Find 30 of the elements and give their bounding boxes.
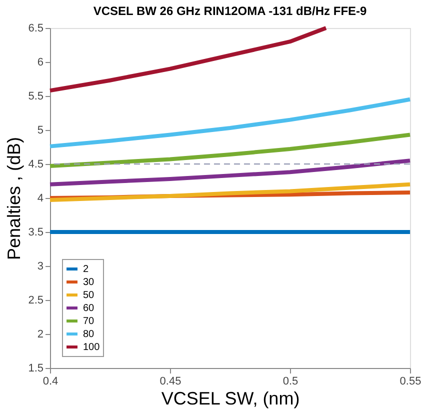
x-tick-label: 0.45 [160,376,182,388]
y-axis-title: Penalties , (dB) [4,136,24,260]
chart-title: VCSEL BW 26 GHz RIN12OMA -131 dB/Hz FFE-9 [93,4,368,18]
y-tick-label: 6.5 [28,22,44,34]
y-tick-label: 3 [37,260,44,272]
x-tick-label: 0.55 [400,376,422,388]
x-tick-label: 0.5 [282,376,298,388]
line-series [48,132,412,168]
y-tick-label: 4.5 [28,158,44,170]
y-tick-label: 3.5 [28,226,44,238]
legend-label: 50 [83,290,95,301]
y-tick-label: 1.5 [28,362,44,374]
legend-label: 100 [83,342,100,353]
legend-label: 70 [83,316,95,327]
line-series [48,26,328,93]
x-tick-label: 0.4 [42,376,58,388]
legend-label: 60 [83,303,95,314]
line-series [48,182,412,202]
y-tick-label: 6 [37,56,44,68]
y-tick-label: 2 [37,328,44,340]
legend-label: 80 [83,329,95,340]
line-series [48,158,412,186]
y-tick-label: 5.5 [28,90,44,102]
y-tick-label: 5 [37,124,44,136]
y-tick-label: 4 [37,192,44,204]
x-axis-title: VCSEL SW, (nm) [161,388,300,408]
legend-label: 30 [83,277,95,288]
legend-label: 2 [83,264,89,275]
line-series [48,97,412,148]
y-tick-label: 2.5 [28,294,44,306]
